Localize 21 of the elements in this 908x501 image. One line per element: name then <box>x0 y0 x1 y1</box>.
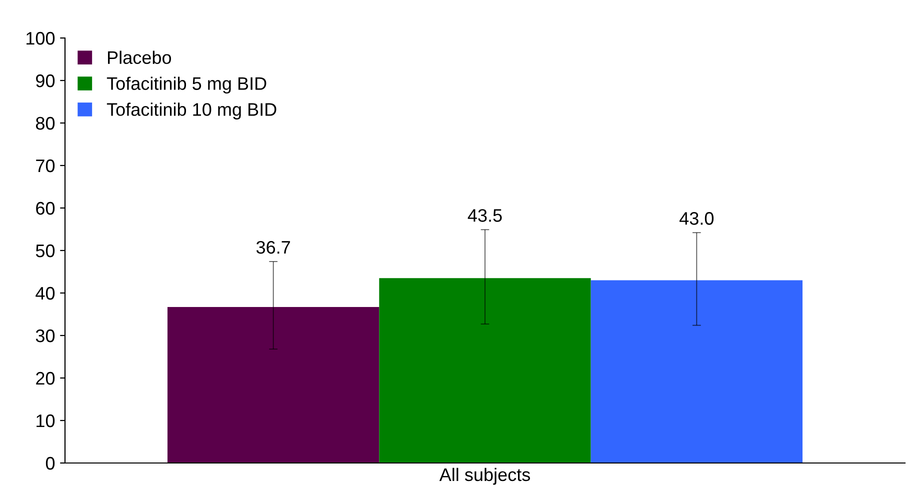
bar <box>379 278 591 463</box>
y-tick-label: 80 <box>36 116 55 130</box>
y-tick-label: 70 <box>36 159 55 172</box>
y-tick-label: 90 <box>36 74 55 88</box>
y-tick-label: 10 <box>36 414 55 428</box>
bar <box>167 307 380 463</box>
bar <box>590 280 803 463</box>
data-label: 43.0 <box>680 212 714 225</box>
y-tick-label: 40 <box>36 286 55 300</box>
y-tick-label: 50 <box>36 244 55 258</box>
data-label: 43.5 <box>468 209 502 222</box>
y-tick-label: 60 <box>36 202 55 215</box>
legend-label: Tofacitinib 5 mg BID <box>106 76 266 94</box>
y-tick-label: 0 <box>46 456 55 470</box>
x-tick-label: All subjects <box>439 468 530 485</box>
data-label: 36.7 <box>256 240 290 254</box>
legend-label: Placebo <box>108 50 172 64</box>
legend-label: Tofacitinib 10 mg BID <box>106 102 276 120</box>
y-tick-label: 20 <box>36 372 55 385</box>
y-tick-label: 30 <box>36 329 55 342</box>
y-tick-label: 100 <box>26 32 55 45</box>
